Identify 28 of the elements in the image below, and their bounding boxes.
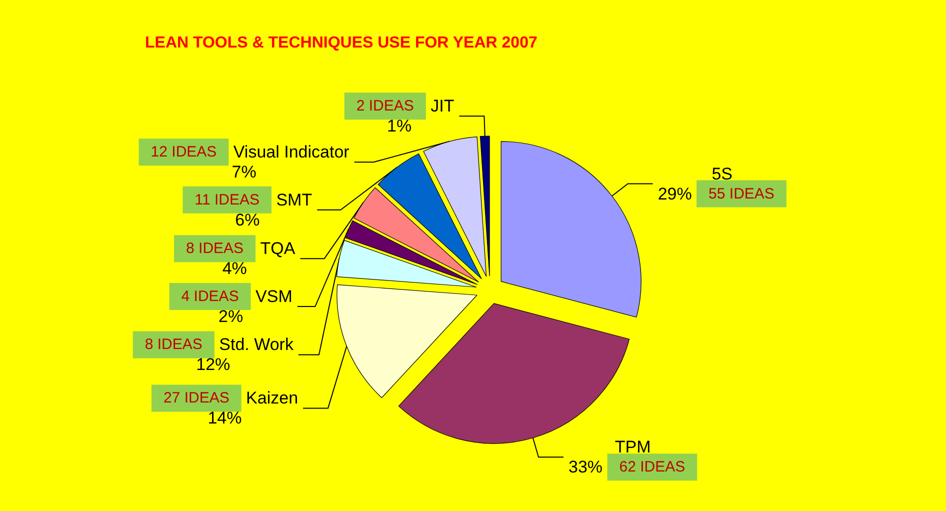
chart-title: LEAN TOOLS & TECHNIQUES USE FOR YEAR 2007 [145, 34, 538, 52]
slice-label: SMT [276, 190, 312, 210]
data-label: 8 IDEAS [144, 336, 202, 354]
slice-label: Std. Work [219, 335, 294, 354]
text: 29% [658, 184, 692, 204]
slice-label: TQA [260, 239, 296, 258]
text: 4% [222, 259, 247, 278]
text: 2% [218, 307, 244, 326]
slice-label: 5S [712, 164, 733, 184]
slice-label: TPM [614, 438, 651, 457]
slice-label: VSM [256, 287, 292, 306]
data-label: 62 IDEAS [619, 458, 686, 476]
text: 14% [208, 408, 242, 428]
data-label: 8 IDEAS [186, 240, 244, 258]
text: 12% [196, 355, 230, 374]
data-label: 11 IDEAS [194, 191, 260, 208]
text: 33% [568, 458, 603, 477]
text: 1% [387, 116, 412, 136]
text: 7% [232, 162, 256, 182]
slice-label: Visual Indicator [233, 142, 350, 162]
data-label: 12 IDEAS [150, 144, 217, 161]
data-label: 27 IDEAS [163, 390, 230, 407]
data-label: 2 IDEAS [356, 98, 414, 115]
data-label: 4 IDEAS [181, 288, 239, 306]
text: 6% [235, 210, 260, 230]
slice-label: Kaizen [246, 388, 298, 408]
data-label: 55 IDEAS [708, 185, 774, 202]
slice-label: JIT [430, 96, 454, 116]
